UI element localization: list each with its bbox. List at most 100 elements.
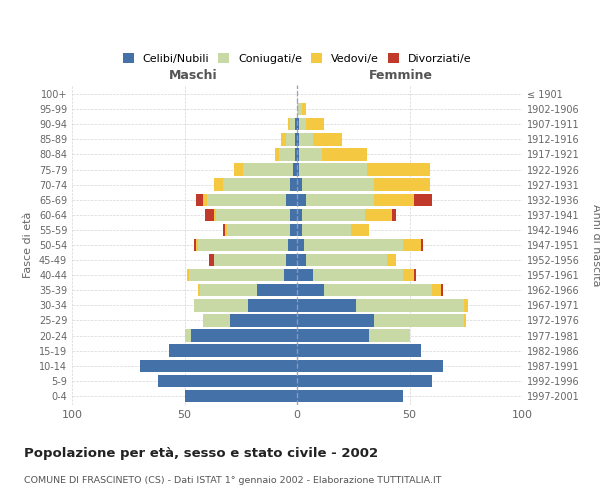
Bar — [297, 194, 306, 206]
Bar — [403, 239, 421, 251]
Bar — [306, 254, 387, 266]
Bar — [216, 208, 290, 221]
Bar — [275, 148, 279, 160]
Bar — [414, 194, 432, 206]
Bar — [306, 194, 373, 206]
Bar — [214, 178, 223, 191]
Bar — [297, 390, 403, 402]
Bar — [191, 330, 297, 342]
Bar — [198, 284, 200, 296]
Bar — [387, 254, 396, 266]
Text: Popolazione per età, sesso e stato civile - 2002: Popolazione per età, sesso e stato civil… — [24, 448, 378, 460]
Bar — [373, 194, 414, 206]
Bar — [223, 224, 225, 236]
Y-axis label: Fasce di età: Fasce di età — [23, 212, 33, 278]
Bar — [299, 133, 313, 145]
Bar — [290, 118, 295, 130]
Bar — [193, 299, 248, 312]
Bar — [297, 118, 299, 130]
Bar — [290, 208, 297, 221]
Bar — [139, 360, 297, 372]
Text: COMUNE DI FRASCINETO (CS) - Dati ISTAT 1° gennaio 2002 - Elaborazione TUTTITALIA: COMUNE DI FRASCINETO (CS) - Dati ISTAT 1… — [24, 476, 442, 485]
Bar — [157, 374, 297, 387]
Bar — [297, 224, 302, 236]
Bar — [441, 284, 443, 296]
Bar — [196, 194, 203, 206]
Bar — [297, 269, 313, 281]
Bar — [403, 269, 414, 281]
Bar — [295, 148, 297, 160]
Bar — [297, 148, 299, 160]
Bar — [355, 299, 464, 312]
Bar — [373, 178, 430, 191]
Bar — [248, 299, 297, 312]
Bar — [257, 284, 297, 296]
Bar — [297, 360, 443, 372]
Bar — [207, 194, 286, 206]
Bar — [279, 148, 295, 160]
Bar — [367, 164, 430, 175]
Bar — [223, 178, 290, 191]
Bar — [302, 103, 306, 116]
Bar — [297, 254, 306, 266]
Bar — [185, 390, 297, 402]
Bar — [193, 239, 196, 251]
Bar — [297, 164, 299, 175]
Bar — [185, 330, 191, 342]
Bar — [234, 164, 243, 175]
Bar — [297, 208, 302, 221]
Text: Femmine: Femmine — [368, 69, 433, 82]
Bar — [297, 284, 324, 296]
Bar — [214, 208, 216, 221]
Bar — [313, 133, 342, 145]
Bar — [225, 224, 227, 236]
Bar — [369, 330, 409, 342]
Bar — [302, 208, 365, 221]
Bar — [297, 374, 432, 387]
Bar — [203, 194, 207, 206]
Bar — [198, 239, 288, 251]
Bar — [297, 314, 373, 326]
Bar — [243, 164, 293, 175]
Bar — [286, 254, 297, 266]
Bar — [286, 194, 297, 206]
Bar — [373, 314, 464, 326]
Bar — [414, 269, 416, 281]
Bar — [214, 254, 286, 266]
Bar — [297, 103, 302, 116]
Bar — [286, 133, 295, 145]
Bar — [464, 299, 468, 312]
Bar — [421, 239, 423, 251]
Bar — [284, 269, 297, 281]
Bar — [209, 254, 214, 266]
Bar — [313, 269, 403, 281]
Bar — [299, 164, 367, 175]
Bar — [302, 224, 351, 236]
Bar — [288, 118, 290, 130]
Bar — [432, 284, 441, 296]
Bar — [299, 118, 306, 130]
Bar — [187, 269, 189, 281]
Bar — [205, 208, 214, 221]
Bar — [324, 284, 432, 296]
Bar — [290, 224, 297, 236]
Bar — [297, 344, 421, 357]
Bar — [322, 148, 367, 160]
Bar — [297, 330, 369, 342]
Bar — [392, 208, 396, 221]
Bar — [293, 164, 297, 175]
Bar — [464, 314, 466, 326]
Bar — [295, 133, 297, 145]
Bar — [196, 239, 198, 251]
Bar — [297, 133, 299, 145]
Bar — [306, 118, 324, 130]
Bar — [304, 239, 403, 251]
Text: Maschi: Maschi — [169, 69, 218, 82]
Bar — [229, 314, 297, 326]
Bar — [281, 133, 286, 145]
Y-axis label: Anni di nascita: Anni di nascita — [590, 204, 600, 286]
Bar — [169, 344, 297, 357]
Bar — [290, 178, 297, 191]
Bar — [200, 284, 257, 296]
Bar — [351, 224, 369, 236]
